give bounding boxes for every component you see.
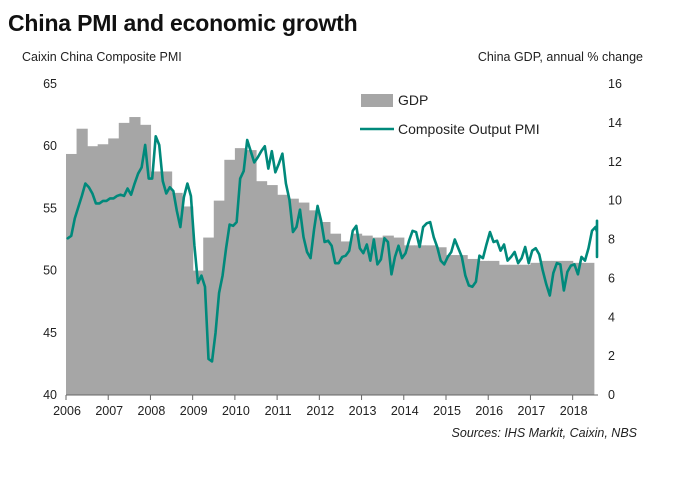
- gdp-bar: [393, 237, 405, 395]
- legend-swatch-gdp: [361, 94, 393, 107]
- left-axis-tick-label: 60: [43, 139, 57, 153]
- left-axis-tick-label: 50: [43, 264, 57, 278]
- legend-label-pmi: Composite Output PMI: [398, 121, 540, 137]
- x-axis-tick-label: 2007: [95, 404, 123, 418]
- gdp-bar: [351, 233, 363, 395]
- gdp-bar: [87, 146, 99, 395]
- right-axis-tick-label: 12: [608, 155, 622, 169]
- left-axis-title: Caixin China Composite PMI: [22, 50, 182, 64]
- gdp-bar: [266, 185, 278, 395]
- gdp-bar: [203, 237, 215, 395]
- pmi-line-group: [66, 134, 599, 363]
- x-axis-tick-label: 2015: [433, 404, 461, 418]
- gdp-bar: [245, 150, 257, 395]
- gdp-bar: [256, 181, 268, 395]
- gdp-bar: [361, 235, 373, 395]
- axes-group: 40 45 50 55 60 65 0 2 4 6 8 10 12 14 16 2006 2007 2008 200…: [43, 77, 622, 418]
- gdp-bar: [382, 235, 394, 395]
- x-axis-tick-label: 2010: [222, 404, 250, 418]
- gdp-bar: [446, 255, 458, 395]
- gdp-bar: [277, 194, 289, 395]
- gdp-bar: [287, 198, 299, 395]
- gdp-bar: [319, 222, 331, 395]
- legend-label-gdp: GDP: [398, 92, 428, 108]
- gdp-bar: [76, 128, 88, 395]
- gdp-bar: [182, 206, 194, 395]
- gdp-bar: [161, 171, 173, 395]
- x-axis-tick-label: 2013: [349, 404, 377, 418]
- right-axis-tick-label: 0: [608, 388, 615, 402]
- gdp-bar: [108, 138, 120, 395]
- gdp-bar: [541, 260, 553, 395]
- x-axis-tick-label: 2008: [138, 404, 166, 418]
- gdp-bar: [224, 159, 236, 395]
- chart-title: China PMI and economic growth: [8, 10, 358, 36]
- gdp-bar: [298, 202, 310, 395]
- gdp-bar: [66, 153, 78, 395]
- gdp-bar: [308, 210, 320, 395]
- left-axis-tick-label: 55: [43, 201, 57, 215]
- right-axis-tick-label: 2: [608, 349, 615, 363]
- right-axis-tick-label: 6: [608, 271, 615, 285]
- gdp-bar: [488, 260, 500, 395]
- x-axis-tick-label: 2017: [518, 404, 546, 418]
- gdp-bar: [403, 245, 415, 395]
- right-axis-tick-label: 16: [608, 77, 622, 91]
- gdp-bar: [329, 233, 342, 395]
- gdp-bar: [192, 270, 204, 395]
- gdp-bar: [551, 260, 563, 395]
- source-note: Sources: IHS Markit, Caixin, NBS: [451, 426, 637, 440]
- gdp-bar: [572, 262, 584, 395]
- x-axis-tick-label: 2009: [180, 404, 208, 418]
- gdp-bar: [467, 258, 479, 395]
- gdp-bar: [498, 264, 510, 395]
- right-axis-tick-label: 10: [608, 194, 622, 208]
- gdp-bar: [139, 124, 152, 395]
- gdp-bar: [340, 241, 352, 395]
- gdp-bar: [414, 245, 426, 395]
- gdp-bar: [118, 122, 130, 396]
- x-axis-tick-label: 2006: [53, 404, 81, 418]
- x-axis-tick-label: 2016: [475, 404, 503, 418]
- gdp-bar: [562, 260, 574, 395]
- gdp-bar: [129, 117, 141, 395]
- x-axis-tick-label: 2011: [265, 404, 292, 418]
- left-axis-tick-label: 40: [43, 388, 57, 402]
- right-axis-tick-label: 8: [608, 233, 615, 247]
- gdp-bar: [519, 264, 532, 395]
- gdp-bar: [583, 262, 595, 395]
- pmi-line: [66, 134, 599, 363]
- left-axis-tick-label: 45: [43, 326, 57, 340]
- right-axis-tick-label: 14: [608, 116, 622, 130]
- gdp-bar: [530, 262, 542, 395]
- gdp-bar: [234, 148, 247, 395]
- left-axis-tick-label: 65: [43, 77, 57, 91]
- x-axis-tick-label: 2018: [560, 404, 588, 418]
- x-axis-tick-label: 2012: [306, 404, 334, 418]
- gdp-bar: [171, 192, 183, 395]
- gdp-bar: [509, 264, 521, 395]
- x-axis-tick-label: 2014: [391, 404, 419, 418]
- gdp-bar: [477, 260, 489, 395]
- right-axis-title: China GDP, annual % change: [477, 50, 643, 64]
- gdp-bar: [150, 171, 162, 395]
- gdp-bar: [97, 144, 109, 395]
- gdp-bar: [424, 245, 437, 395]
- gdp-bar: [456, 255, 468, 395]
- legend: GDP Composite Output PMI: [360, 92, 540, 137]
- right-axis-tick-label: 4: [608, 310, 615, 324]
- gdp-bar: [435, 247, 447, 395]
- gdp-bar: [372, 237, 384, 395]
